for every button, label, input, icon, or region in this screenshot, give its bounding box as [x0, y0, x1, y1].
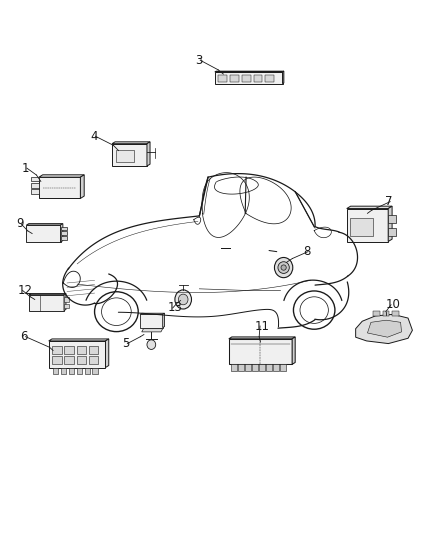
Bar [392, 311, 399, 316]
Polygon shape [162, 313, 165, 328]
Bar [92, 368, 98, 374]
Text: 8: 8 [303, 245, 310, 258]
Ellipse shape [178, 294, 188, 305]
Ellipse shape [175, 290, 191, 309]
Bar [280, 365, 286, 370]
Text: 13: 13 [167, 302, 182, 314]
Bar [383, 311, 389, 316]
Polygon shape [347, 206, 392, 208]
Bar [53, 368, 58, 374]
Polygon shape [112, 142, 150, 144]
Bar [77, 357, 86, 365]
Bar [89, 357, 99, 365]
Polygon shape [39, 177, 81, 198]
Bar [245, 365, 251, 370]
Ellipse shape [281, 265, 286, 270]
Bar [31, 183, 39, 188]
Polygon shape [229, 337, 295, 339]
Text: 12: 12 [17, 284, 32, 297]
Polygon shape [49, 339, 109, 341]
Bar [77, 368, 82, 374]
Bar [52, 357, 62, 365]
Polygon shape [142, 329, 162, 332]
Polygon shape [112, 144, 147, 166]
Bar [254, 75, 262, 82]
Text: 10: 10 [386, 298, 401, 311]
Polygon shape [39, 175, 84, 177]
Bar [64, 297, 69, 302]
Bar [60, 231, 67, 235]
Polygon shape [215, 71, 284, 72]
Polygon shape [356, 314, 413, 344]
Text: 4: 4 [90, 130, 98, 143]
Polygon shape [350, 217, 373, 236]
Polygon shape [49, 341, 106, 368]
Bar [69, 368, 74, 374]
Text: 9: 9 [16, 217, 24, 230]
Bar [31, 176, 39, 181]
Polygon shape [26, 224, 63, 225]
Polygon shape [388, 206, 392, 241]
Bar [252, 365, 258, 370]
Bar [273, 365, 279, 370]
Polygon shape [347, 208, 388, 241]
Polygon shape [117, 150, 134, 162]
Bar [266, 365, 272, 370]
Ellipse shape [278, 262, 289, 273]
Polygon shape [106, 339, 109, 368]
Bar [85, 368, 90, 374]
Polygon shape [367, 320, 402, 337]
Polygon shape [29, 295, 64, 311]
Polygon shape [60, 224, 63, 242]
Polygon shape [64, 294, 66, 311]
Bar [265, 75, 274, 82]
Bar [242, 75, 251, 82]
Bar [60, 236, 67, 240]
Bar [64, 304, 69, 309]
Bar [77, 346, 86, 354]
Bar [238, 365, 244, 370]
Text: 1: 1 [21, 161, 29, 175]
Polygon shape [283, 71, 284, 84]
Text: 5: 5 [122, 337, 130, 350]
Bar [31, 189, 39, 194]
Polygon shape [26, 225, 60, 242]
Polygon shape [147, 142, 150, 166]
Polygon shape [215, 72, 283, 84]
Bar [89, 346, 99, 354]
Bar [373, 311, 380, 316]
Polygon shape [140, 313, 165, 314]
Bar [52, 346, 62, 354]
Bar [388, 215, 396, 223]
Polygon shape [29, 294, 66, 295]
Bar [60, 227, 67, 230]
Text: 11: 11 [255, 320, 270, 333]
Polygon shape [229, 339, 292, 365]
Polygon shape [81, 175, 84, 198]
Bar [259, 365, 265, 370]
Bar [219, 75, 227, 82]
Bar [64, 346, 74, 354]
Bar [388, 228, 396, 236]
Bar [231, 365, 237, 370]
Bar [230, 75, 239, 82]
Ellipse shape [275, 257, 293, 278]
Polygon shape [292, 337, 295, 365]
Text: 7: 7 [385, 195, 392, 208]
Bar [61, 368, 66, 374]
Bar [64, 357, 74, 365]
Text: 6: 6 [20, 330, 28, 343]
Ellipse shape [147, 340, 155, 350]
Text: 3: 3 [195, 54, 202, 67]
Polygon shape [140, 314, 162, 328]
